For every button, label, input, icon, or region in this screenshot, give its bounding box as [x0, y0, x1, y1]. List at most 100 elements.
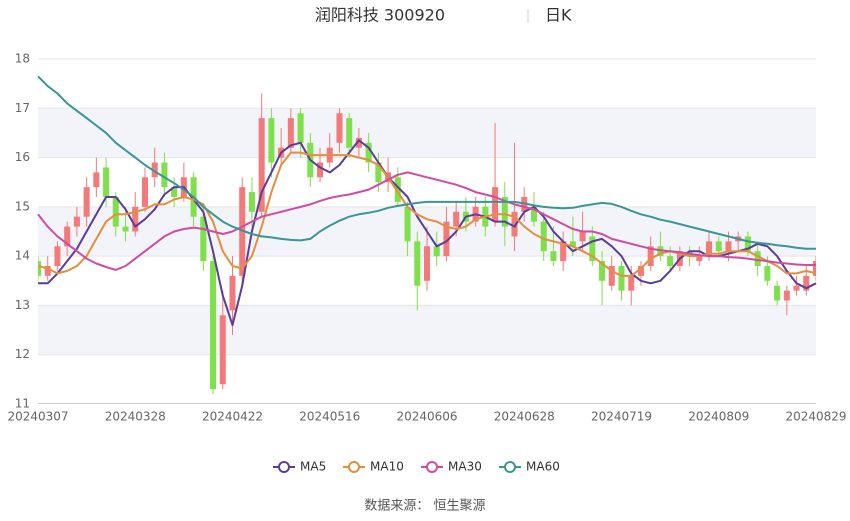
y-tick-label: 12 — [15, 347, 30, 361]
candle-body — [54, 246, 61, 266]
candle-body — [725, 241, 732, 252]
candle-body — [589, 236, 596, 262]
y-tick-label: 13 — [15, 298, 30, 312]
candle-body — [599, 261, 606, 281]
candle-body — [355, 137, 362, 148]
legend-marker — [504, 461, 516, 473]
candle-body — [161, 162, 168, 188]
split-band — [38, 305, 816, 355]
candle-body — [433, 246, 440, 257]
candle-body — [530, 206, 537, 222]
y-tick-label: 18 — [15, 52, 30, 66]
chart-subtitle: 日K — [545, 6, 572, 25]
legend-marker — [278, 461, 290, 473]
candle-body — [793, 285, 800, 291]
candle-body — [219, 315, 226, 385]
candle-body — [64, 226, 71, 247]
candle-body — [404, 206, 411, 242]
candle-body — [103, 167, 110, 197]
ma-line — [37, 151, 817, 277]
y-tick-label: 14 — [15, 249, 30, 263]
candle-body — [229, 275, 236, 311]
candle-body — [414, 241, 421, 286]
candle-body — [287, 118, 294, 148]
candle-body — [628, 275, 635, 291]
candle-body — [93, 172, 100, 188]
candle-body — [696, 256, 703, 262]
chart-title: 润阳科技 300920 — [315, 6, 445, 25]
candle-body — [637, 266, 644, 276]
candle-body — [200, 216, 207, 262]
legend-marker — [426, 461, 438, 473]
candle-body — [38, 261, 42, 276]
candle-body — [122, 226, 129, 232]
y-tick-label: 16 — [15, 150, 30, 164]
x-tick-label: 20240307 — [7, 410, 68, 424]
candle-body — [317, 162, 324, 178]
candle-body — [647, 246, 654, 266]
split-band — [38, 108, 816, 158]
x-tick-label: 20240628 — [494, 410, 555, 424]
candle-body — [812, 261, 816, 276]
candle-body — [783, 290, 790, 301]
ma-line — [37, 75, 816, 250]
candle-body — [744, 236, 751, 252]
candle-body — [297, 113, 304, 143]
x-tick-label: 20240422 — [202, 410, 263, 424]
x-tick-label: 20240516 — [299, 410, 360, 424]
candle-body — [268, 118, 275, 163]
x-tick-label: 20240809 — [688, 410, 749, 424]
legend-label: MA10 — [370, 460, 404, 474]
candle-body — [618, 266, 625, 291]
y-tick-label: 15 — [15, 199, 30, 213]
candle-body — [453, 211, 460, 227]
x-tick-label: 20240829 — [785, 410, 846, 424]
candle-body — [443, 221, 450, 257]
candle-body — [803, 275, 810, 291]
candle-body — [83, 187, 90, 217]
candle-body — [423, 246, 431, 281]
candle-body — [151, 162, 158, 178]
candle-body — [492, 187, 499, 222]
candle-body — [511, 211, 518, 237]
candle-body — [171, 187, 178, 197]
ma-line — [37, 171, 816, 271]
candle-body — [774, 285, 781, 301]
y-tick-label: 11 — [15, 397, 30, 411]
candle-body — [112, 197, 119, 227]
candle-body — [210, 261, 217, 390]
candle-body — [44, 266, 51, 276]
x-tick-label: 20240606 — [396, 410, 457, 424]
candle-body — [657, 246, 664, 257]
candle-body — [764, 266, 771, 281]
candle-body — [560, 241, 567, 262]
legend-marker — [348, 461, 360, 473]
plot-area — [38, 58, 816, 404]
y-tick-label: 17 — [15, 101, 30, 115]
candle-body — [248, 192, 255, 212]
candle-body — [336, 113, 343, 143]
x-tick-label: 20240328 — [105, 410, 166, 424]
candle-body — [550, 251, 557, 262]
candle-body — [754, 251, 761, 266]
candle-body — [73, 216, 80, 227]
candle-body — [540, 221, 547, 252]
candle-body — [141, 177, 148, 207]
candle-body — [501, 197, 508, 227]
candle-body — [667, 256, 674, 266]
x-tick-label: 20240719 — [591, 410, 652, 424]
source-note: 数据来源： 恒生聚源 — [364, 499, 485, 514]
candle-body — [394, 177, 401, 202]
candle-body — [346, 118, 353, 148]
candle-body — [258, 118, 265, 212]
legend-label: MA60 — [526, 460, 560, 474]
legend-label: MA30 — [448, 460, 482, 474]
candle-body — [706, 241, 713, 257]
legend-label: MA5 — [300, 460, 326, 474]
candle-body — [375, 162, 382, 183]
candle-body — [365, 142, 372, 163]
candle-body — [579, 231, 586, 242]
candle-body — [715, 241, 722, 252]
candle-body — [132, 206, 139, 232]
